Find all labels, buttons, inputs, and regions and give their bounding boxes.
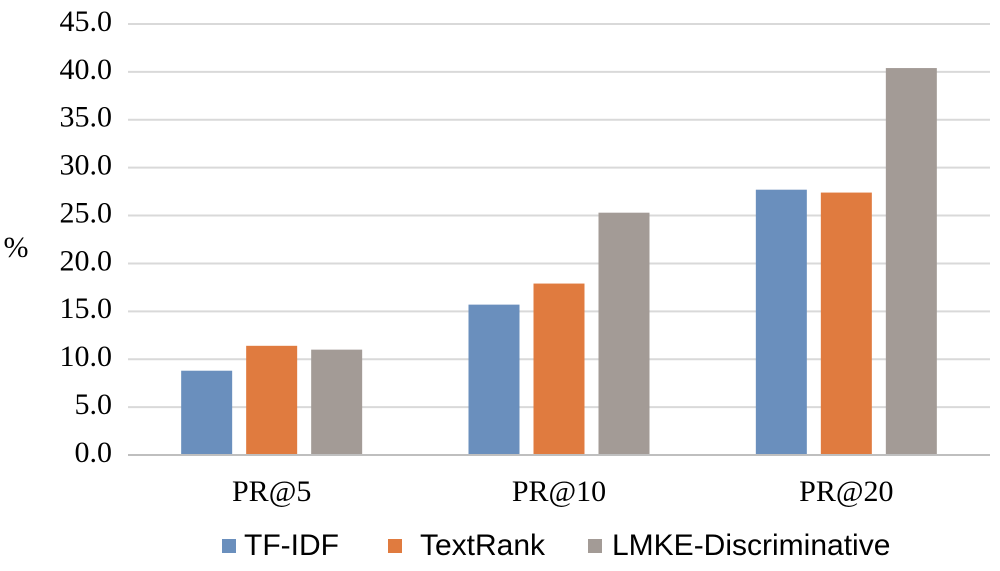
bar: [246, 345, 298, 455]
legend-swatch: [222, 539, 236, 553]
bar: [533, 283, 585, 455]
y-axis-label: %: [4, 231, 29, 264]
legend-label: TextRank: [420, 529, 546, 562]
x-category-label: PR@20: [799, 475, 893, 508]
y-tick-label: 25.0: [60, 196, 113, 229]
legend: TF-IDF TextRank LMKE-Discriminative: [222, 529, 890, 562]
bar: [755, 189, 807, 455]
bar: [181, 370, 233, 455]
y-axis-tick-labels: 0.0 5.0 10.0 15.0 20.0 25.0 30.0 35.0 40.0 45.0: [60, 5, 113, 469]
bar: [820, 192, 872, 455]
y-tick-label: 45.0: [60, 5, 113, 38]
bar: [468, 304, 520, 455]
bar: [885, 68, 937, 456]
y-tick-label: 35.0: [60, 101, 113, 134]
legend-label: LMKE-Discriminative: [612, 529, 890, 562]
x-category-label: PR@5: [232, 475, 311, 508]
legend-label: TF-IDF: [244, 529, 339, 562]
y-tick-label: 20.0: [60, 244, 113, 277]
bar: [598, 212, 650, 455]
y-tick-label: 10.0: [60, 340, 113, 373]
y-tick-label: 30.0: [60, 149, 113, 182]
bar: [311, 349, 363, 455]
bars: [181, 68, 937, 456]
legend-swatch: [388, 539, 402, 553]
y-tick-label: 40.0: [60, 53, 113, 86]
legend-swatch: [588, 539, 602, 553]
x-axis-category-labels: PR@5 PR@10 PR@20: [232, 475, 893, 508]
x-category-label: PR@10: [512, 475, 606, 508]
y-tick-label: 5.0: [75, 388, 113, 421]
y-tick-label: 0.0: [75, 436, 113, 469]
y-tick-label: 15.0: [60, 292, 113, 325]
